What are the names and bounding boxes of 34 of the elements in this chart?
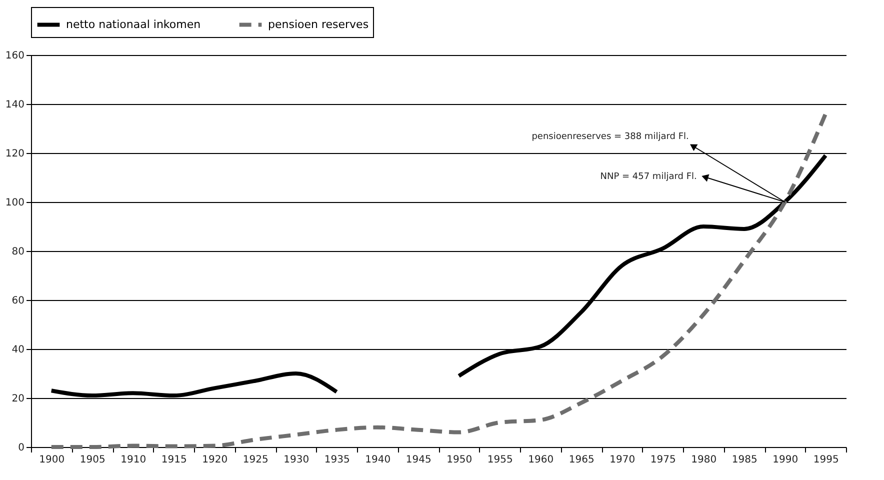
- x-tick-label: 1975: [650, 454, 676, 466]
- x-tick-label: 1980: [691, 454, 717, 466]
- x-tick-label: 1910: [120, 454, 146, 466]
- x-tick-label: 1950: [446, 454, 472, 466]
- x-tick-label: 1925: [242, 454, 268, 466]
- x-tick-label: 1945: [406, 454, 432, 466]
- y-tick-label: 140: [5, 100, 24, 110]
- x-tick-label: 1990: [772, 454, 798, 466]
- y-tick-label: 40: [12, 344, 24, 356]
- annotation: NNP = 457 miljard Fl.: [600, 172, 697, 182]
- x-tick-label: 1985: [732, 454, 758, 466]
- x-tick-label: 1900: [39, 454, 65, 466]
- legend-label: pensioen reserves: [268, 18, 369, 31]
- x-tick-label: 1935: [324, 454, 350, 466]
- x-tick-label: 1940: [365, 454, 391, 466]
- line-series: [49, 112, 828, 449]
- y-tick-label: 160: [5, 50, 24, 62]
- x-tick-label: 1920: [202, 454, 228, 466]
- annotation: pensioenreserves = 388 miljard Fl.: [532, 132, 689, 142]
- x-tick-label: 1965: [568, 454, 594, 466]
- y-tick-label: 120: [5, 148, 24, 160]
- y-tick-label: 20: [12, 394, 24, 404]
- legend-label: netto nationaal inkomen: [66, 18, 201, 31]
- x-tick-label: 1960: [528, 454, 554, 466]
- x-tick-label: 1970: [610, 454, 636, 466]
- y-tick-label: 0: [18, 442, 24, 454]
- x-tick-label: 1905: [80, 454, 106, 466]
- y-tick-label: 60: [12, 296, 24, 306]
- x-tick-label: 1915: [161, 454, 187, 466]
- x-tick-label: 1995: [813, 454, 839, 466]
- x-tick-label: 1955: [487, 454, 513, 466]
- y-tick-label: 100: [5, 198, 24, 208]
- x-tick-label: 1930: [284, 454, 310, 466]
- y-tick-label: 80: [12, 246, 24, 258]
